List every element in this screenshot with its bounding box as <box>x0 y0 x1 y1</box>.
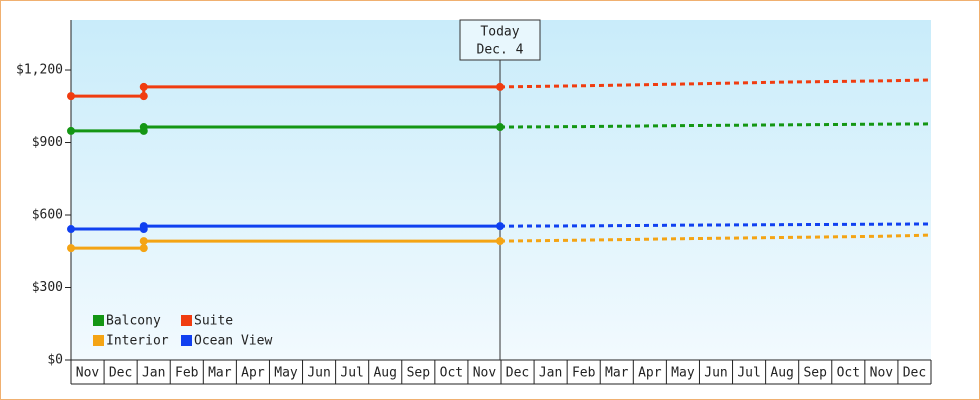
legend-label: Suite <box>194 314 233 329</box>
forecast-line <box>499 122 932 129</box>
x-tick-label: Jun <box>704 366 727 381</box>
forecast-line <box>499 78 932 89</box>
x-tick-label: Nov <box>76 366 100 381</box>
today-date: Dec. 4 <box>477 43 524 58</box>
legend-swatch <box>93 315 104 326</box>
x-tick-label: Jan <box>142 366 165 381</box>
y-tick-label: $600 <box>32 208 63 223</box>
x-tick-label: Dec <box>506 366 529 381</box>
point <box>67 225 75 234</box>
point <box>67 92 75 101</box>
point <box>139 237 148 246</box>
legend-label: Ocean View <box>194 334 272 349</box>
y-tick-label: $0 <box>47 353 63 368</box>
point <box>139 222 148 231</box>
point <box>67 244 75 253</box>
x-tick-label: Apr <box>638 366 662 381</box>
x-tick-label: Feb <box>175 366 199 381</box>
y-tick-label: $1,200 <box>16 63 63 78</box>
x-tick-label: May <box>671 366 695 381</box>
legend-swatch <box>181 335 192 346</box>
x-tick-label: Feb <box>572 366 596 381</box>
legend-label: Balcony <box>106 314 161 329</box>
forecast-line <box>499 233 932 243</box>
point <box>496 222 505 231</box>
y-tick-label: $300 <box>32 280 63 295</box>
x-tick-label: May <box>274 366 298 381</box>
x-tick-label: Mar <box>208 366 232 381</box>
forecast-line <box>500 222 932 228</box>
today-box <box>459 19 541 61</box>
point <box>139 244 148 253</box>
y-tick-label: $900 <box>32 135 63 150</box>
x-tick-label: Jun <box>307 366 330 381</box>
plot-area <box>71 20 931 360</box>
point <box>67 126 75 135</box>
legend-swatch <box>181 315 192 326</box>
x-tick-label: Jul <box>737 366 760 381</box>
point <box>496 82 505 91</box>
point <box>496 123 505 132</box>
x-tick-label: Oct <box>837 366 860 381</box>
x-tick-label: Apr <box>241 366 265 381</box>
x-tick-label: Nov <box>473 366 497 381</box>
x-tick-label: Aug <box>770 366 793 381</box>
legend-swatch <box>93 335 104 346</box>
x-tick-label: Jul <box>340 366 363 381</box>
x-tick-label: Nov <box>870 366 894 381</box>
point <box>139 123 148 132</box>
series-line <box>71 85 501 98</box>
x-tick-label: Jan <box>539 366 562 381</box>
x-tick-label: Mar <box>605 366 629 381</box>
x-tick-label: Oct <box>440 366 463 381</box>
point <box>139 92 148 101</box>
x-tick-label: Sep <box>407 366 431 381</box>
x-tick-label: Aug <box>373 366 396 381</box>
x-tick-label: Sep <box>803 366 827 381</box>
x-tick-label: Dec <box>903 366 926 381</box>
x-tick-label: Dec <box>109 366 132 381</box>
point <box>496 237 505 246</box>
legend-label: Interior <box>106 334 169 349</box>
point <box>139 82 148 91</box>
today-label: Today <box>480 25 519 40</box>
